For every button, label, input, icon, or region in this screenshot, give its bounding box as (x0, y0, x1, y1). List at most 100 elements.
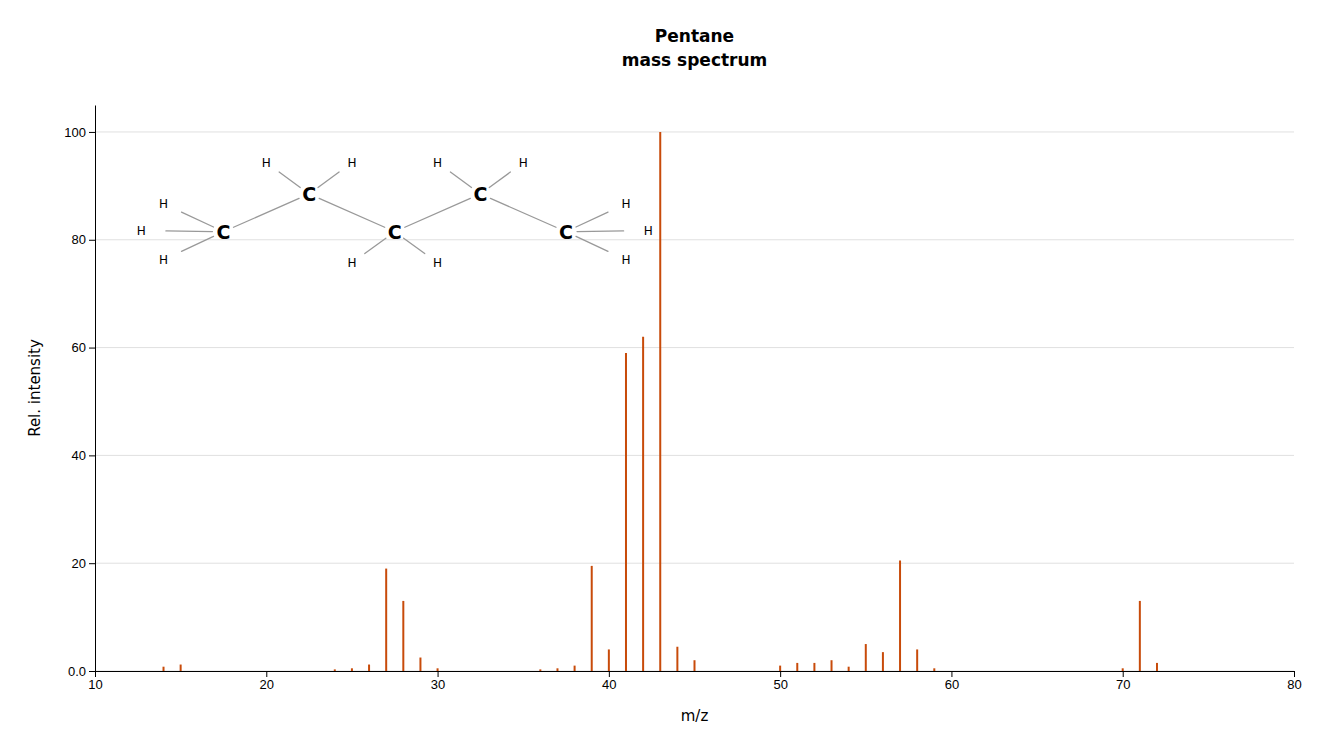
bond (577, 230, 624, 232)
y-axis: 0.0 20 40 60 80 100 (64, 106, 95, 679)
peak (1122, 668, 1124, 671)
marks (164, 132, 1157, 671)
structure: HHHHHHHHHHHHCCCCC (137, 156, 653, 270)
y-axis-tick: 60 (72, 340, 95, 355)
x-axis-tick: 60 (945, 671, 959, 692)
peak (779, 666, 781, 671)
y-axis-tick: 40 (72, 448, 95, 463)
bond (365, 238, 386, 253)
annotation: H (621, 197, 630, 211)
y-axis-tick-mark (89, 671, 95, 672)
annotation: H (519, 156, 528, 170)
bond (319, 198, 385, 227)
peak (1139, 601, 1141, 671)
x-axis-tick-label: 40 (602, 677, 616, 692)
peak (676, 647, 678, 671)
peak (368, 665, 370, 671)
bond (450, 172, 471, 187)
peak (180, 665, 182, 671)
peak (933, 668, 935, 671)
y-axis-tick-label: 80 (72, 232, 86, 247)
peak (539, 669, 541, 671)
grid (95, 132, 1294, 671)
x-axis-tick-mark (951, 671, 952, 677)
subtitle: mass spectrum (622, 50, 768, 70)
x-axis-tick: 30 (431, 671, 445, 692)
peak (574, 666, 576, 671)
x-axis-tick-mark (438, 671, 439, 677)
x-axis-tick: 20 (260, 671, 274, 692)
peak (899, 560, 901, 671)
bond (490, 198, 556, 227)
peak (659, 132, 661, 671)
bond (489, 172, 510, 187)
annotation: C (559, 221, 573, 243)
peak (694, 660, 696, 671)
bond (576, 236, 608, 251)
chart: 10203040506070800.020406080100m/zRel. in… (0, 0, 1334, 751)
y-axis-tick-mark (89, 563, 95, 564)
peak (385, 569, 387, 671)
bond (405, 198, 471, 227)
annotation: H (159, 253, 168, 267)
grid-line (95, 239, 1294, 240)
peak (916, 649, 918, 671)
x-axis-tick-label: 80 (1287, 677, 1301, 692)
annotation: H (433, 156, 442, 170)
x-axis-tick-label: 10 (88, 677, 102, 692)
annotation: H (621, 253, 630, 267)
y-axis-tick-mark (89, 455, 95, 456)
peak (437, 668, 439, 671)
bond (181, 236, 213, 251)
peak (351, 668, 353, 671)
x-axis-tick-mark (780, 671, 781, 677)
grid-line (95, 455, 1294, 456)
grid-line (95, 563, 1294, 564)
bond (166, 230, 213, 232)
peak (163, 667, 165, 671)
x-axis-tick: 40 (602, 671, 616, 692)
y-axis-tick-label: 40 (72, 448, 86, 463)
y-axis-tick-mark (89, 240, 95, 241)
bond (234, 198, 300, 227)
annotation: H (644, 224, 653, 238)
bond (404, 238, 425, 253)
x-axis-title: m/z (681, 707, 709, 725)
peak (402, 601, 404, 671)
peak (813, 663, 815, 671)
peak (334, 669, 336, 671)
peak (556, 668, 558, 671)
annotation: H (137, 224, 146, 238)
annotation: C (473, 183, 487, 205)
y-axis-tick-label: 20 (72, 556, 86, 571)
x-axis-tick-mark (266, 671, 267, 677)
peak (1156, 663, 1158, 671)
x-axis-tick-mark (1294, 671, 1295, 677)
peak (796, 663, 798, 671)
bond (181, 212, 213, 227)
title: Pentane (655, 26, 734, 46)
x-axis-tick: 80 (1287, 671, 1301, 692)
y-axis-line (95, 106, 96, 672)
bond (576, 212, 608, 227)
x-axis-tick-mark (95, 671, 96, 677)
annotation: H (433, 256, 442, 270)
annotation: C (388, 221, 402, 243)
y-axis-tick: 100 (64, 125, 95, 140)
peak (591, 566, 593, 671)
x-axis-tick: 50 (773, 671, 787, 692)
peak (625, 353, 627, 671)
annotation: H (159, 197, 168, 211)
y-axis-tick-mark (89, 348, 95, 349)
x-axis-line (96, 671, 1295, 672)
bond (318, 172, 339, 187)
y-axis-tick-label: 100 (64, 125, 86, 140)
x-axis-tick-mark (1123, 671, 1124, 677)
y-axis-tick: 20 (72, 556, 95, 571)
y-axis-title: Rel. intensity (26, 339, 44, 437)
y-axis-tick: 0.0 (68, 664, 95, 679)
x-axis-tick-label: 60 (945, 677, 959, 692)
y-axis-tick-label: 0.0 (68, 664, 86, 679)
x-axis-tick-label: 20 (260, 677, 274, 692)
x-axis-tick-label: 50 (773, 677, 787, 692)
